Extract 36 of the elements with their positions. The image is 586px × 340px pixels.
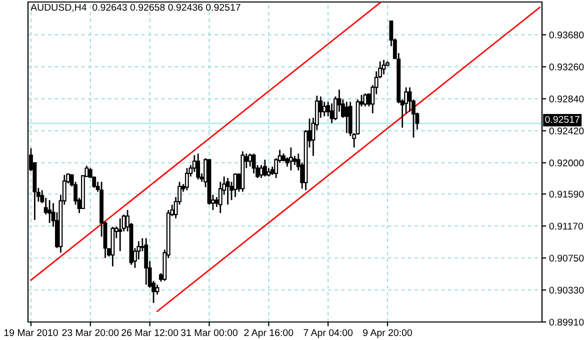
candlestick [48,199,52,224]
y-tick-label: 0.90750 [549,254,584,262]
candlestick [196,152,200,180]
y-tick-label: 0.92000 [549,159,584,166]
candlestick [322,101,326,117]
x-tick-label: 2 Apr 16:00 [244,329,294,338]
x-tick-label: 19 Mar 2010 [4,329,58,336]
candlestick [382,59,386,76]
chart-title: AUDUSD,H4 0.92643 0.92658 0.92436 0.92517 [30,4,240,12]
candlestick [226,177,230,206]
y-tick-label: 0.92420 [549,127,584,134]
x-tick-label: 23 Mar 20:00 [62,329,119,336]
candlestick [233,172,238,198]
candlestick [262,159,267,178]
candlestick [252,152,256,174]
candlestick [288,146,293,172]
y-tick-label: 0.93680 [549,31,584,38]
y-tick-label: 0.92840 [549,95,584,102]
x-tick-label: 7 Apr 04:00 [304,329,353,338]
y-tick-label: 0.91170 [549,222,583,230]
y-tick-label: 0.91590 [549,190,584,198]
y-tick-label: 0.93260 [549,63,584,70]
y-tick-label: 0.89910 [549,318,584,326]
candlestick [144,237,148,286]
candlestick [155,284,160,296]
x-tick-label: 31 Mar 00:00 [180,329,238,336]
x-tick-label: 9 Apr 20:00 [363,329,412,338]
candlestick [363,92,368,108]
candlestick [259,164,264,179]
candlestick [184,167,189,191]
ref-line-label: 0.92517 [545,116,580,123]
candlestick [248,152,252,168]
candlestick [344,101,349,134]
x-tick-label: 26 Mar 12:00 [122,329,178,336]
candlestick [118,218,122,252]
y-tick-label: 0.90330 [549,286,584,294]
